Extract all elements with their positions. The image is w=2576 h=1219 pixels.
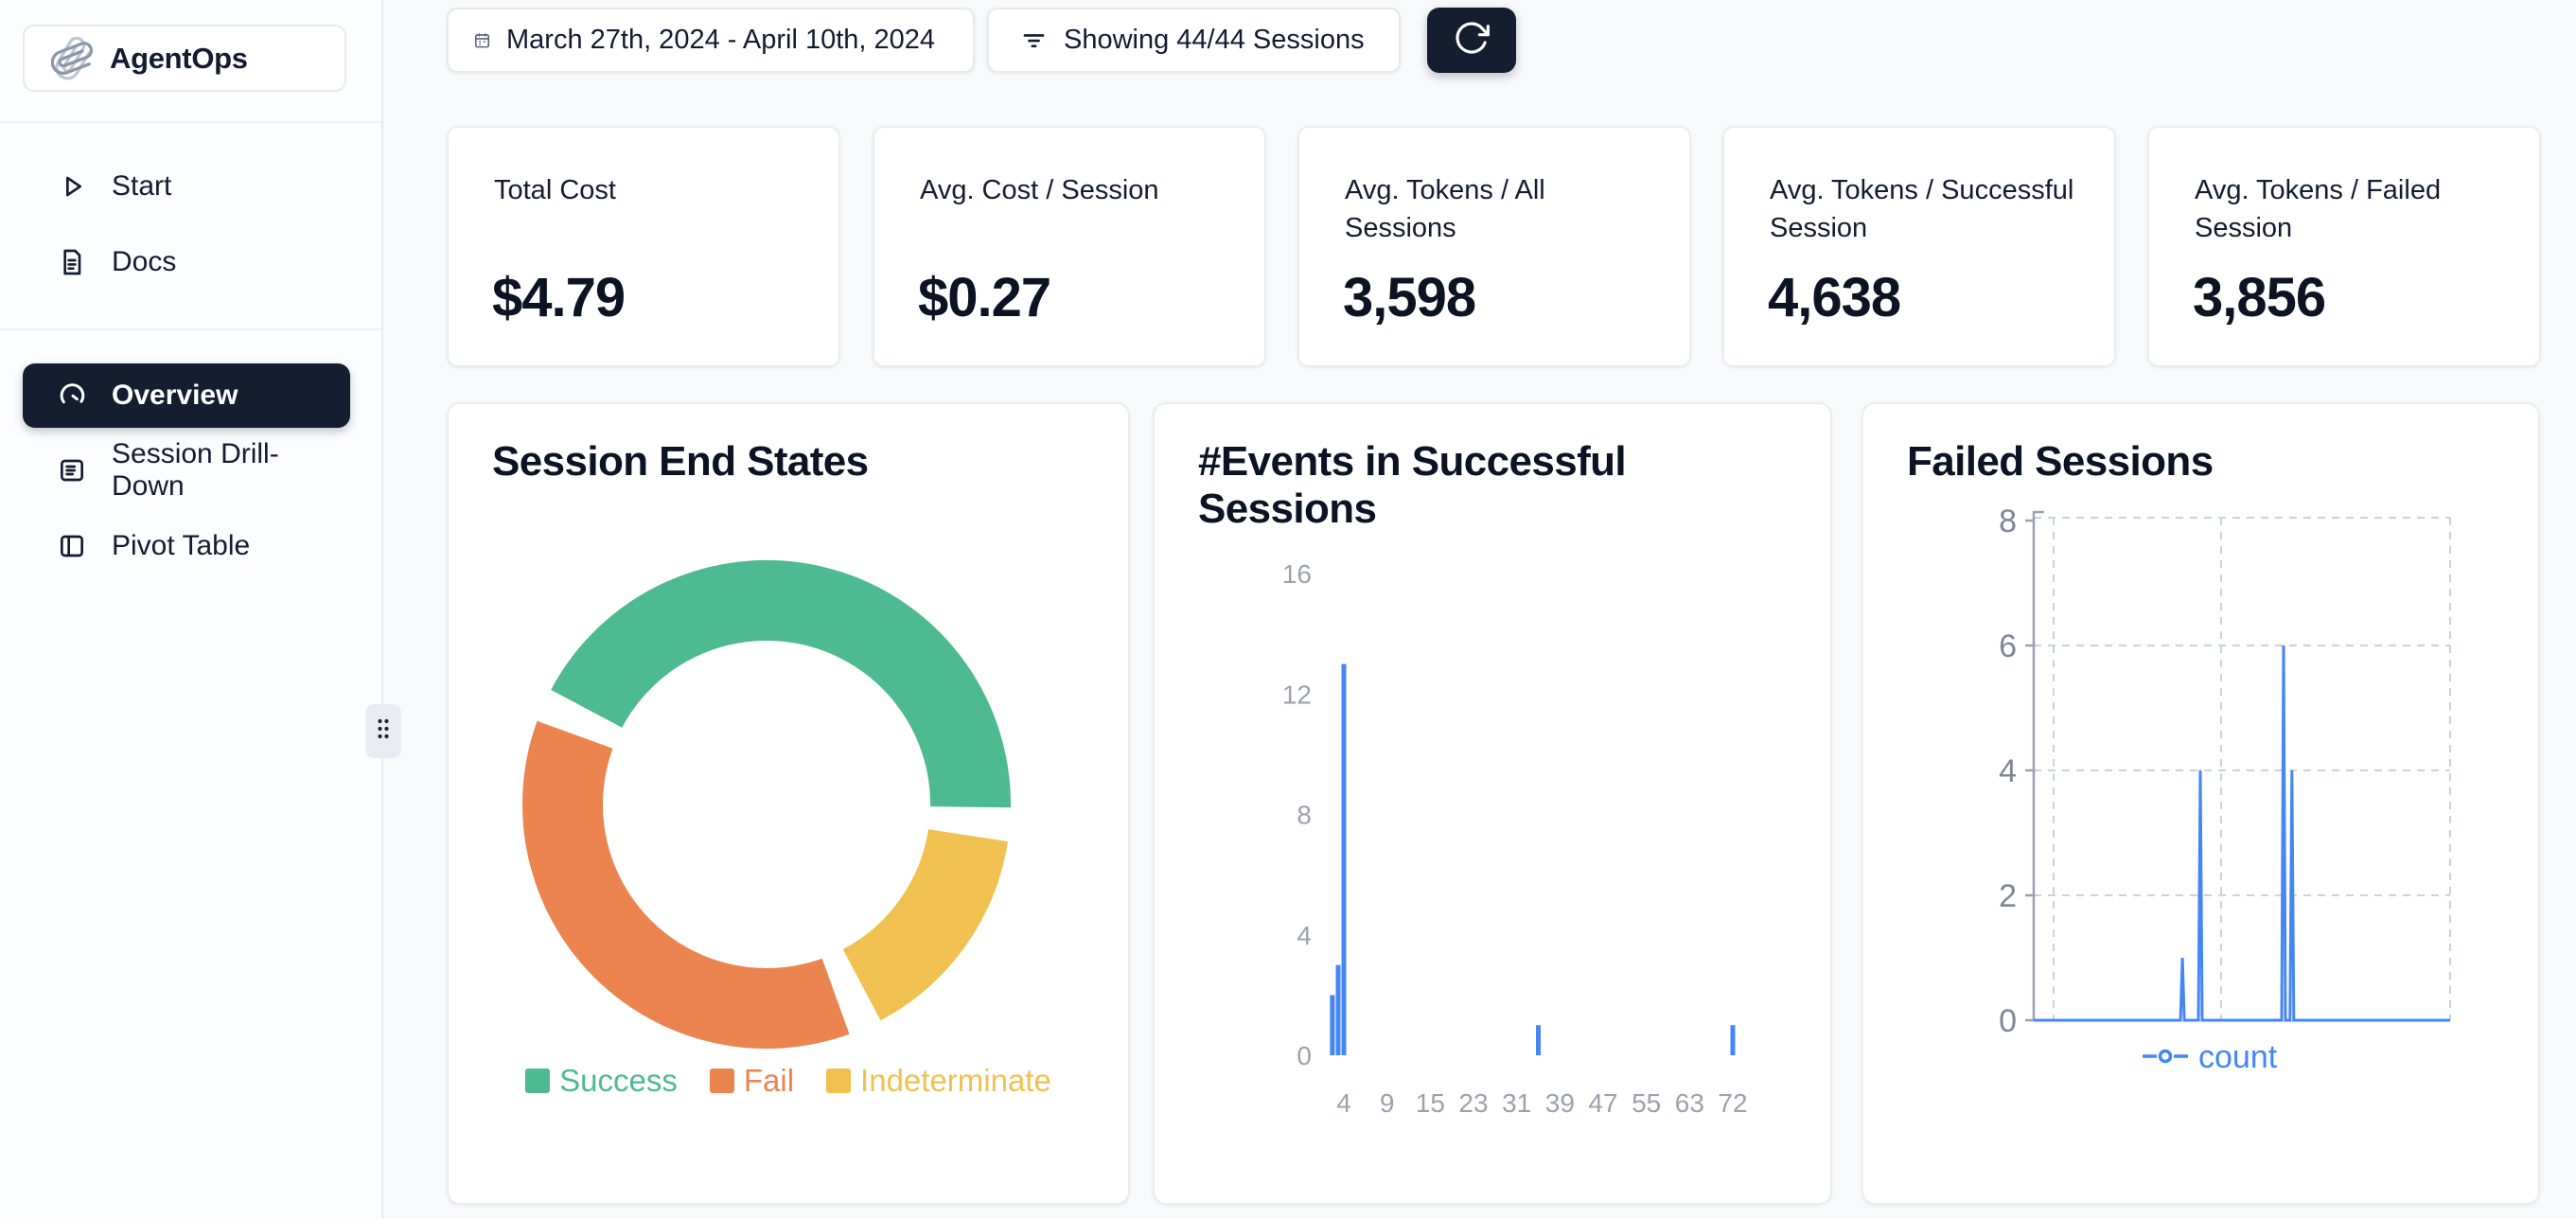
sessions-filter-button[interactable]: Showing 44/44 Sessions [987,8,1401,73]
axis-label: 4 [1297,921,1312,950]
document-icon [57,247,87,277]
logo-text: AgentOps [110,41,248,75]
legend-label: Fail [743,1063,795,1098]
success-swatch [525,1069,551,1093]
legend-label: Success [559,1063,678,1098]
axis-label: 6 [1999,628,2017,664]
fail-swatch [709,1069,734,1093]
legend-item-fail[interactable]: Fail [709,1063,795,1099]
stat-card-total-cost: Total Cost $4.79 [447,126,840,367]
events-in-successful-sessions-card: #Events in Successful Sessions 0 4 8 12 16 4 9… [1153,402,1832,1205]
axis-label: 47 [1588,1088,1617,1118]
stat-value: $0.27 [918,267,1051,328]
chart-title: Session End States [492,438,869,485]
axis-label: 4 [1336,1088,1351,1118]
axis-label: 9 [1380,1088,1395,1118]
split-panel-icon [57,531,87,561]
legend-item-success[interactable]: Success [525,1063,678,1099]
session-end-states-donut-chart[interactable] [449,404,1132,1207]
stat-label: Total Cost [494,175,616,205]
legend-item-indeterminate[interactable]: Indeterminate [826,1063,1051,1099]
axis-label: 8 [1999,504,2017,539]
axis-label: 63 [1675,1088,1704,1118]
sidebar-item-start[interactable]: Start [23,159,350,214]
axis-label: 2 [1999,878,2017,914]
sidebar-item-label: Docs [112,246,177,277]
session-end-states-card: Session End States Success Fail Indeterm… [447,402,1130,1205]
filter-lines-icon [1021,27,1047,53]
stat-value: 3,856 [2193,267,2326,328]
axis-label: 55 [1632,1088,1661,1118]
failed-sessions-card: Failed Sessions 0 2 4 6 8 count [1861,402,2540,1205]
stat-value: 4,638 [1768,267,1901,328]
sidebar-item-label: Overview [112,380,238,411]
chart-title: Failed Sessions [1907,438,2214,485]
date-range-text: March 27th, 2024 - April 10th, 2024 [506,25,936,55]
stat-value: $4.79 [492,267,626,328]
sidebar-item-overview[interactable]: Overview [23,363,350,428]
axis-label: 4 [1999,753,2017,789]
stat-label: Avg. Tokens / All Sessions [1345,175,1545,243]
sidebar-resize-handle[interactable] [365,704,401,758]
axis-label: 39 [1545,1088,1575,1118]
calendar-icon [473,31,491,49]
histogram-bar[interactable] [1335,964,1341,1055]
axis-label: 0 [1297,1041,1312,1070]
svg-text:count: count [2198,1039,2278,1075]
axis-label: 23 [1458,1088,1488,1118]
histogram-bar[interactable] [1341,663,1347,1055]
failed-sessions-line-chart[interactable]: 0 2 4 6 8 count [1863,404,2542,1207]
refresh-button[interactable] [1427,8,1516,73]
donut-segment-success[interactable] [551,559,1012,808]
axis-label: 16 [1282,559,1312,589]
axis-label: 8 [1297,801,1312,830]
sessions-filter-text: Showing 44/44 Sessions [1064,25,1365,55]
sidebar: AgentOps Start Docs Overview [0,0,401,1219]
date-range-picker[interactable]: March 27th, 2024 - April 10th, 2024 [447,8,975,73]
histogram-bar[interactable] [1330,995,1335,1055]
drag-dots-icon [375,716,392,746]
axis-label: 12 [1282,680,1312,709]
stat-label: Avg. Tokens / Failed Session [2195,175,2442,243]
stat-value: 3,598 [1343,267,1476,328]
agentops-logo-button[interactable]: AgentOps [23,25,346,92]
axis-label: 0 [1999,1003,2017,1039]
sidebar-divider [0,328,381,330]
list-box-icon [57,455,87,486]
donut-segment-fail[interactable] [522,720,850,1049]
gauge-icon [57,380,89,412]
stat-label: Avg. Cost / Session [920,175,1159,205]
axis-label: 15 [1416,1088,1445,1118]
sidebar-item-label: Start [112,170,172,202]
paperclip-logo-icon [51,36,95,80]
sidebar-item-label: Session Drill-Down [112,438,279,502]
stat-card-avg-tokens-all: Avg. Tokens / All Sessions 3,598 [1297,126,1691,367]
stat-card-avg-cost-session: Avg. Cost / Session $0.27 [873,126,1266,367]
sidebar-divider [0,121,381,123]
donut-segment-indeterminate[interactable] [841,828,1009,1021]
axis-label: 72 [1718,1088,1747,1118]
sidebar-item-docs[interactable]: Docs [23,235,350,290]
donut-legend: Success Fail Indeterminate [449,1063,1128,1099]
count-line-series[interactable] [2034,645,2450,1022]
line-legend-count[interactable]: count [2143,1039,2278,1075]
axis-label: 31 [1502,1088,1531,1118]
stat-card-avg-tokens-successful: Avg. Tokens / Successful Session 4,638 [1722,126,2116,367]
indeterminate-swatch [826,1069,852,1093]
legend-label: Indeterminate [860,1063,1051,1098]
stat-label: Avg. Tokens / Successful Session [1770,175,2074,243]
histogram-bar[interactable] [1730,1025,1736,1055]
chart-title: #Events in Successful Sessions [1198,438,1627,532]
play-icon [57,171,87,202]
histogram-bar[interactable] [1536,1025,1541,1055]
sidebar-item-label: Pivot Table [112,530,251,561]
stat-card-avg-tokens-failed: Avg. Tokens / Failed Session 3,856 [2147,126,2541,367]
sidebar-item-pivot-table[interactable]: Pivot Table [23,519,350,574]
sidebar-item-session-drill-down[interactable]: Session Drill-Down [23,438,350,502]
refresh-arrow-icon [1453,19,1491,62]
